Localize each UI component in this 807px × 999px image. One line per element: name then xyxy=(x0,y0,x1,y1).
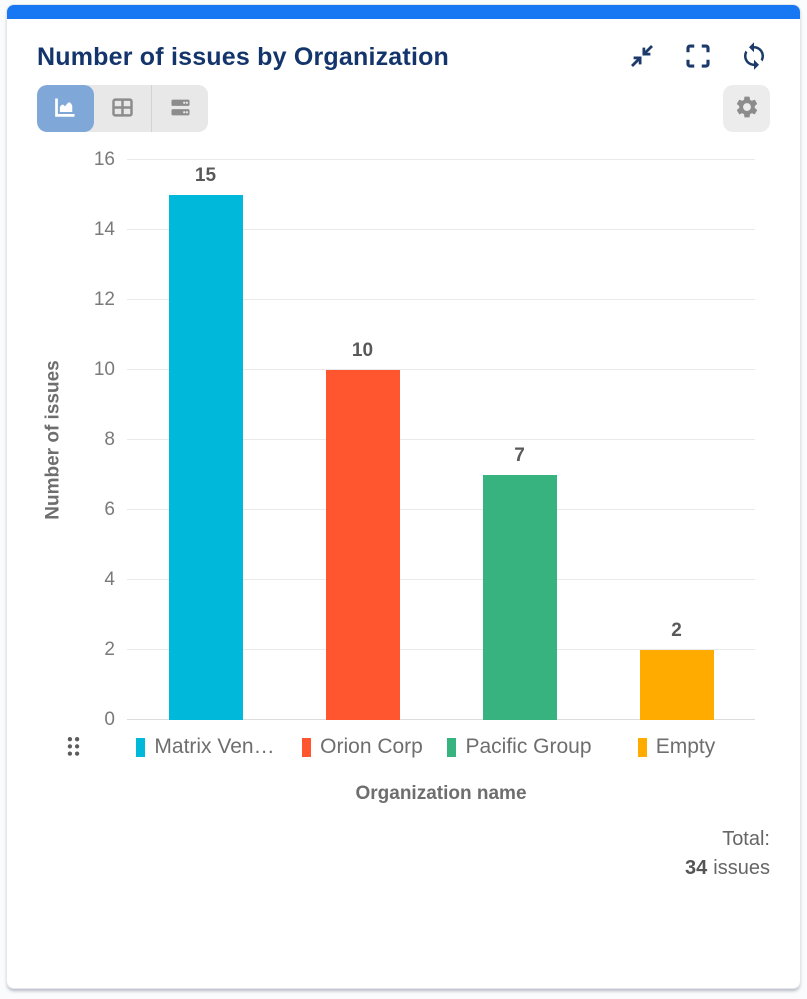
bar-slot-1: 15 xyxy=(127,160,284,720)
x-axis-title: Organization name xyxy=(127,783,755,805)
bar-1[interactable] xyxy=(168,195,243,720)
list-rows-icon xyxy=(167,94,194,124)
total-unit: issues xyxy=(713,857,770,879)
fullscreen-icon xyxy=(683,41,713,74)
table-icon xyxy=(109,94,136,124)
gridline xyxy=(127,509,755,510)
legend-label: Orion Corp xyxy=(320,735,423,758)
legend-label: Empty xyxy=(655,735,716,758)
collapse-button[interactable] xyxy=(626,41,658,73)
legend-item-4[interactable]: Empty xyxy=(598,735,755,759)
area-chart-icon xyxy=(52,94,79,124)
y-tick-label: 6 xyxy=(104,499,115,520)
gadget-card: Number of issues by Organization xyxy=(6,4,801,989)
chart-area: Number of issues 16 14 12 10 8 6 4 2 0 15 10 7 2 xyxy=(37,144,770,730)
accent-bar xyxy=(7,5,800,19)
view-mode-toggle xyxy=(37,85,208,132)
total-summary: Total: 34 issues xyxy=(7,825,770,883)
y-tick-label: 10 xyxy=(93,359,115,380)
rows-view-button[interactable] xyxy=(151,85,208,132)
bar-slot-2: 10 xyxy=(284,160,441,720)
settings-button[interactable] xyxy=(723,85,770,132)
bar-value-label: 10 xyxy=(351,340,374,361)
page-title: Number of issues by Organization xyxy=(37,42,450,71)
gridline xyxy=(127,299,755,300)
total-value: 34 xyxy=(685,857,708,879)
legend-label: Pacific Group xyxy=(465,735,592,758)
bar-value-label: 7 xyxy=(514,445,525,466)
legend-swatch xyxy=(637,737,647,757)
gear-icon xyxy=(734,94,760,123)
bar-3[interactable] xyxy=(482,475,557,720)
legend-swatch xyxy=(447,737,457,757)
gridline xyxy=(127,579,755,580)
bar-slot-4: 2 xyxy=(598,160,755,720)
header-actions xyxy=(626,41,770,73)
y-tick-label: 16 xyxy=(93,149,115,170)
legend-item-3[interactable]: Pacific Group xyxy=(441,735,598,759)
gridline xyxy=(127,719,755,720)
y-axis: 16 14 12 10 8 6 4 2 0 xyxy=(37,149,115,730)
x-axis-title-text: Organization name xyxy=(355,783,527,804)
y-tick-label: 8 xyxy=(104,429,115,450)
y-tick-label: 4 xyxy=(104,569,115,590)
chart: Number of issues 16 14 12 10 8 6 4 2 0 15 10 7 2 Ma… xyxy=(7,144,800,805)
collapse-icon xyxy=(627,41,657,74)
gridline xyxy=(127,369,755,370)
total-line: 34 issues xyxy=(7,854,770,883)
gridline xyxy=(127,649,755,650)
drag-dots-icon xyxy=(65,737,82,763)
y-tick-label: 14 xyxy=(93,219,115,240)
bar-4[interactable] xyxy=(639,650,714,720)
plot-area: 15 10 7 2 xyxy=(127,159,755,720)
legend-row: Matrix Ven… Orion Corp Pacific Group Empty xyxy=(37,735,770,767)
legend: Matrix Ven… Orion Corp Pacific Group Empty xyxy=(127,735,755,759)
total-label: Total: xyxy=(722,828,770,850)
legend-label: Matrix Ven… xyxy=(154,735,275,758)
refresh-button[interactable] xyxy=(738,41,770,73)
legend-item-2[interactable]: Orion Corp xyxy=(284,735,441,759)
bar-value-label: 15 xyxy=(194,165,217,186)
fullscreen-button[interactable] xyxy=(682,41,714,73)
y-tick-label: 0 xyxy=(104,709,115,730)
refresh-icon xyxy=(739,41,769,74)
bar-2[interactable] xyxy=(325,370,400,720)
gridline xyxy=(127,159,755,160)
toolbar xyxy=(7,85,800,132)
gridline xyxy=(127,229,755,230)
gridline xyxy=(127,439,755,440)
drag-handle[interactable] xyxy=(65,735,85,761)
legend-item-1[interactable]: Matrix Ven… xyxy=(127,735,284,759)
y-tick-label: 12 xyxy=(93,289,115,310)
bar-slot-3: 7 xyxy=(441,160,598,720)
bar-value-label: 2 xyxy=(671,620,682,641)
gadget-header: Number of issues by Organization xyxy=(7,19,800,85)
table-view-button[interactable] xyxy=(94,85,151,132)
chart-view-button[interactable] xyxy=(37,85,94,132)
legend-swatch xyxy=(302,737,312,757)
legend-swatch xyxy=(136,737,146,757)
y-tick-label: 2 xyxy=(104,639,115,660)
